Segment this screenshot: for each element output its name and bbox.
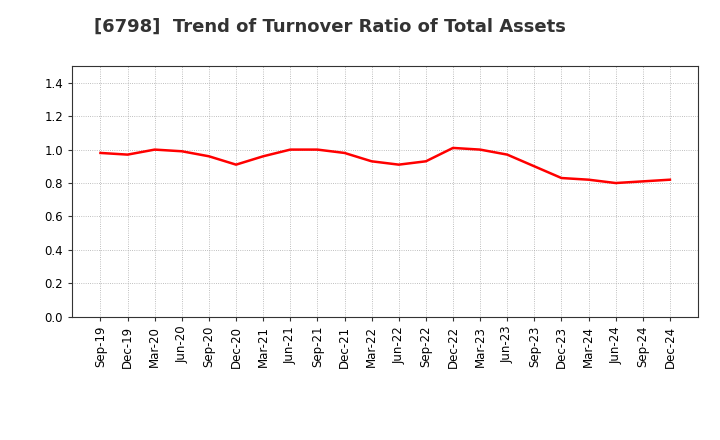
Text: [6798]  Trend of Turnover Ratio of Total Assets: [6798] Trend of Turnover Ratio of Total … (94, 18, 565, 36)
